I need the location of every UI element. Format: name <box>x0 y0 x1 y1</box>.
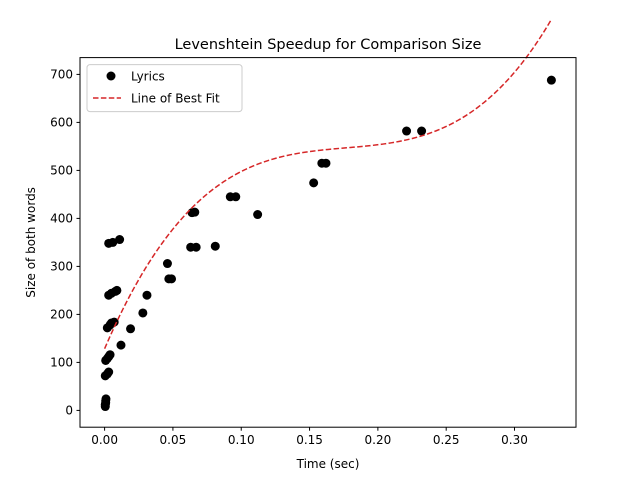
y-tick-label: 300 <box>50 260 73 274</box>
data-point <box>109 317 119 327</box>
legend-marker-lyrics <box>106 71 116 81</box>
data-point <box>115 235 125 245</box>
data-point <box>104 367 114 377</box>
data-point <box>309 178 319 188</box>
data-point <box>253 210 263 220</box>
data-point <box>402 126 412 136</box>
data-point <box>105 350 115 360</box>
legend-box <box>86 64 243 113</box>
data-point <box>546 75 556 85</box>
data-point <box>210 241 220 251</box>
plot-area <box>100 19 556 412</box>
x-tick-label: 0.25 <box>433 433 460 447</box>
data-point <box>321 158 331 168</box>
data-point <box>167 274 177 284</box>
y-tick-label: 0 <box>65 404 73 418</box>
legend: Lyrics Line of Best Fit <box>86 64 243 113</box>
y-axis-label: Size of both words <box>24 187 38 298</box>
x-axis: 0.00 0.05 0.10 0.15 0.20 0.25 0.30 <box>91 427 528 447</box>
legend-label-best-fit: Line of Best Fit <box>131 92 220 106</box>
y-tick-label: 600 <box>50 116 73 130</box>
y-axis: 0 100 200 300 400 500 600 700 <box>50 68 80 418</box>
legend-label-lyrics: Lyrics <box>131 70 165 84</box>
y-tick-label: 700 <box>50 68 73 82</box>
y-tick-label: 500 <box>50 164 73 178</box>
best-fit-line <box>103 19 553 350</box>
data-point <box>116 340 126 350</box>
x-tick-label: 0.05 <box>160 433 187 447</box>
data-point <box>142 290 152 300</box>
x-axis-label: Time (sec) <box>296 457 360 471</box>
data-point <box>231 192 241 202</box>
data-point <box>101 394 111 404</box>
data-point <box>138 308 148 318</box>
x-tick-label: 0.10 <box>228 433 255 447</box>
data-point <box>191 242 201 252</box>
data-point <box>417 126 427 136</box>
y-tick-label: 400 <box>50 212 73 226</box>
chart-title: Levenshtein Speedup for Comparison Size <box>175 37 482 53</box>
y-tick-label: 100 <box>50 356 73 370</box>
data-point <box>126 324 136 334</box>
data-point <box>162 259 172 269</box>
x-tick-label: 0.15 <box>296 433 323 447</box>
data-point <box>108 237 118 247</box>
data-point <box>112 285 122 295</box>
x-tick-label: 0.30 <box>501 433 528 447</box>
x-tick-label: 0.20 <box>365 433 392 447</box>
plot-frame <box>79 57 577 428</box>
data-point <box>190 207 200 217</box>
x-tick-label: 0.00 <box>91 433 118 447</box>
y-tick-label: 200 <box>50 308 73 322</box>
